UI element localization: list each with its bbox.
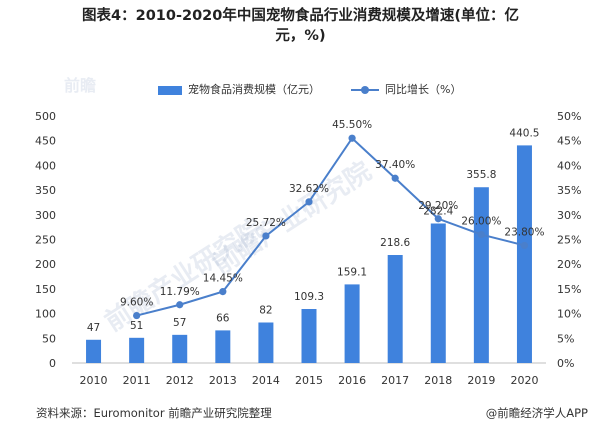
growth-point <box>477 230 485 239</box>
y-left-tick-label: 0 <box>49 357 56 370</box>
legend-bar: 宠物食品消费规模（亿元） <box>158 82 320 98</box>
y-right-tick-label: 50% <box>557 110 581 123</box>
bar <box>301 309 317 363</box>
growth-value-label: 23.80% <box>504 226 544 238</box>
growth-point <box>348 134 356 142</box>
y-right-tick-label: 45% <box>557 135 581 148</box>
bar-value-label: 218.6 <box>380 237 410 249</box>
y-left-tick-label: 150 <box>35 283 56 296</box>
bar-value-label: 282.4 <box>423 205 453 217</box>
growth-value-label: 11.79% <box>160 286 200 298</box>
legend-line-swatch <box>351 85 379 95</box>
bar <box>129 337 145 363</box>
growth-point <box>434 215 442 223</box>
x-tick-label: 2012 <box>166 374 194 387</box>
growth-point <box>262 232 270 240</box>
growth-value-label: 29.20% <box>418 200 458 212</box>
chart-title: 图表4：2010-2020年中国宠物食品行业消费规模及增速(单位：亿 元，%) <box>0 6 601 46</box>
bar-value-label: 51 <box>130 320 143 332</box>
x-tick-label: 2010 <box>80 374 108 387</box>
x-tick-label: 2014 <box>252 374 280 387</box>
bar <box>344 284 360 363</box>
bar <box>258 322 274 363</box>
bar <box>86 339 102 363</box>
y-left-tick-label: 200 <box>35 258 56 271</box>
growth-value-label: 32.62% <box>289 183 329 195</box>
y-left-tick-label: 250 <box>35 234 56 247</box>
growth-point <box>305 198 313 206</box>
y-right-tick-label: 35% <box>557 184 581 197</box>
y-left-tick-label: 350 <box>35 184 56 197</box>
y-right-tick-label: 40% <box>557 159 581 172</box>
growth-point <box>133 311 141 320</box>
legend-line-label: 同比增长（%） <box>385 83 462 96</box>
bar-value-label: 159.1 <box>337 266 367 278</box>
y-left-tick-label: 500 <box>35 110 56 123</box>
x-tick-label: 2018 <box>424 374 452 387</box>
x-tick-label: 2019 <box>467 374 495 387</box>
x-tick-label: 2015 <box>295 374 323 387</box>
bar-value-label: 82 <box>259 304 272 316</box>
growth-value-label: 26.00% <box>461 216 501 228</box>
y-right-tick-label: 30% <box>557 209 581 222</box>
bar <box>172 334 188 363</box>
bar-value-label: 66 <box>216 312 230 324</box>
x-tick-label: 2020 <box>510 374 538 387</box>
x-tick-label: 2011 <box>123 374 151 387</box>
growth-value-label: 9.60% <box>120 297 153 309</box>
x-tick-label: 2017 <box>381 374 409 387</box>
y-left-tick-label: 300 <box>35 209 56 222</box>
growth-point <box>391 174 399 182</box>
legend-bar-label: 宠物食品消费规模（亿元） <box>188 83 320 96</box>
growth-point <box>520 241 529 250</box>
growth-value-label: 45.50% <box>332 119 372 131</box>
source-note: 资料来源：Euromonitor 前瞻产业研究院整理 <box>36 406 272 420</box>
bar-value-label: 440.5 <box>509 127 539 139</box>
growth-point <box>219 288 227 296</box>
chart-legend: 宠物食品消费规模（亿元） 同比增长（%） <box>0 82 601 98</box>
y-left-tick-label: 100 <box>35 308 56 321</box>
y-right-tick-label: 25% <box>557 234 581 247</box>
bar <box>473 187 489 363</box>
y-right-tick-label: 5% <box>557 332 574 345</box>
y-left-tick-label: 400 <box>35 159 56 172</box>
legend-bar-swatch <box>158 85 182 95</box>
growth-line <box>136 136 525 317</box>
bar-value-label: 47 <box>87 322 100 334</box>
y-right-tick-label: 15% <box>557 283 581 296</box>
bar <box>215 330 231 363</box>
chart-title-line1: 图表4：2010-2020年中国宠物食品行业消费规模及增速(单位：亿 <box>82 8 519 24</box>
chart-title-line2: 元，%) <box>275 28 326 44</box>
y-right-tick-label: 0% <box>557 357 574 370</box>
x-tick-label: 2013 <box>209 374 237 387</box>
growth-value-label: 37.40% <box>375 159 415 171</box>
brand-note: @前瞻经济学人APP <box>485 406 588 420</box>
growth-value-label: 25.72% <box>246 217 286 229</box>
bar <box>516 145 532 363</box>
bar-value-label: 355.8 <box>466 169 496 181</box>
growth-value-label: 14.45% <box>203 273 243 285</box>
bar <box>387 255 403 363</box>
bar-value-label: 57 <box>173 317 186 329</box>
bar-value-label: 109.3 <box>294 291 324 303</box>
y-right-tick-label: 20% <box>557 258 581 271</box>
bar <box>430 223 446 363</box>
growth-point <box>176 301 184 309</box>
y-right-tick-label: 10% <box>557 308 581 321</box>
y-left-tick-label: 450 <box>35 135 56 148</box>
x-tick-label: 2016 <box>338 374 366 387</box>
legend-line: 同比增长（%） <box>351 82 461 98</box>
y-left-tick-label: 50 <box>42 332 56 345</box>
footer: 资料来源：Euromonitor 前瞻产业研究院整理 @前瞻经济学人APP <box>36 404 588 422</box>
